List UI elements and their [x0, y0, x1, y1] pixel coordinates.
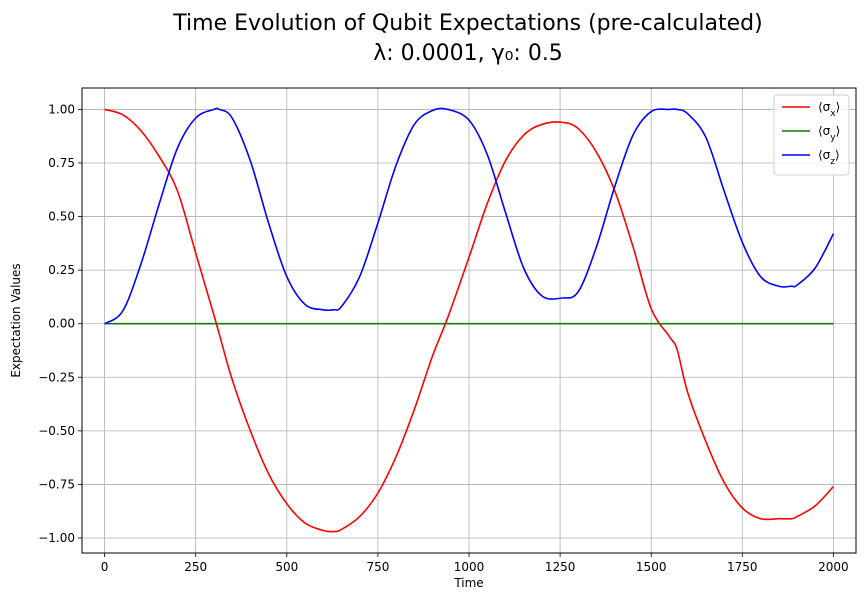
- x-tick-label: 2000: [818, 560, 849, 574]
- x-tick-label: 0: [101, 560, 109, 574]
- y-tick-label: −0.50: [38, 424, 75, 438]
- series-line-sigma-x: [104, 108, 834, 533]
- y-tick-label: 0.75: [48, 156, 75, 170]
- y-tick-label: 0.00: [48, 317, 75, 331]
- legend-label-sigma-z: ⟨σz⟩: [818, 148, 840, 167]
- x-tick-label: 250: [184, 560, 207, 574]
- y-tick-label: −0.75: [38, 477, 75, 491]
- y-tick-label: −1.00: [38, 531, 75, 545]
- y-tick-label: −0.25: [38, 370, 75, 384]
- x-tick-label: 750: [366, 560, 389, 574]
- legend-label-sigma-y: ⟨σy⟩: [818, 124, 840, 143]
- chart-title: Time Evolution of Qubit Expectations (pr…: [172, 11, 762, 36]
- legend: ⟨σx⟩ ⟨σy⟩ ⟨σz⟩: [773, 94, 850, 176]
- x-tick-label: 1500: [636, 560, 667, 574]
- y-axis-label: Expectation Values: [9, 263, 23, 377]
- grid-lines: [82, 88, 856, 553]
- y-tick-label: 0.25: [48, 263, 75, 277]
- axis-ticks: 0 250 500 750 1000 1250 1500 1750 2000 −1.00 −0.75…: [38, 102, 848, 574]
- legend-label-sigma-x: ⟨σx⟩: [818, 100, 840, 119]
- series-lines: [104, 107, 835, 533]
- x-tick-label: 500: [275, 560, 298, 574]
- chart-subtitle: λ: 0.0001, γ₀: 0.5: [373, 41, 563, 66]
- x-tick-label: 1000: [454, 560, 485, 574]
- y-tick-label: 0.50: [48, 210, 75, 224]
- x-tick-label: 1250: [545, 560, 576, 574]
- x-tick-label: 1750: [727, 560, 758, 574]
- y-tick-label: 1.00: [48, 102, 75, 116]
- x-axis-label: Time: [453, 576, 483, 590]
- series-line-sigma-z: [104, 107, 835, 325]
